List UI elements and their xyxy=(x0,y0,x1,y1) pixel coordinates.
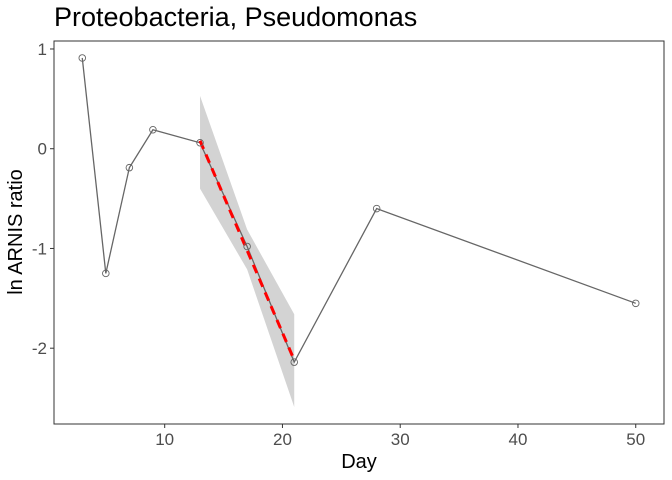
data-point xyxy=(290,358,298,366)
fit-layer xyxy=(198,140,296,361)
y-tick-label: 1 xyxy=(38,40,47,59)
data-point xyxy=(372,204,381,213)
data-point xyxy=(125,163,134,172)
x-tick-label: 10 xyxy=(155,430,174,449)
data-point xyxy=(149,126,157,134)
x-axis-label: Day xyxy=(341,451,377,473)
fit-line xyxy=(198,140,296,361)
x-axis: 10 20 30 40 50 xyxy=(155,424,645,449)
data-point xyxy=(78,54,87,62)
x-tick-label: 30 xyxy=(391,430,410,449)
plot-panel-border xyxy=(53,40,665,425)
data-point xyxy=(102,269,110,278)
series-line xyxy=(81,57,636,364)
y-axis-label: ln ARNIS ratio xyxy=(5,169,27,295)
x-tick-label: 50 xyxy=(626,430,645,449)
series-layer xyxy=(81,57,636,364)
y-tick-label: -1 xyxy=(32,239,47,258)
data-point xyxy=(196,138,204,147)
y-tick-label: -2 xyxy=(32,339,47,358)
y-axis: -2 -1 0 1 xyxy=(32,40,54,358)
chart-title: Proteobacteria, Pseudomonas xyxy=(54,2,417,32)
x-tick-label: 40 xyxy=(509,430,528,449)
y-tick-label: 0 xyxy=(38,140,47,159)
x-tick-label: 20 xyxy=(273,430,292,449)
points-layer xyxy=(78,54,640,366)
data-point xyxy=(631,299,640,308)
data-point xyxy=(243,242,251,251)
